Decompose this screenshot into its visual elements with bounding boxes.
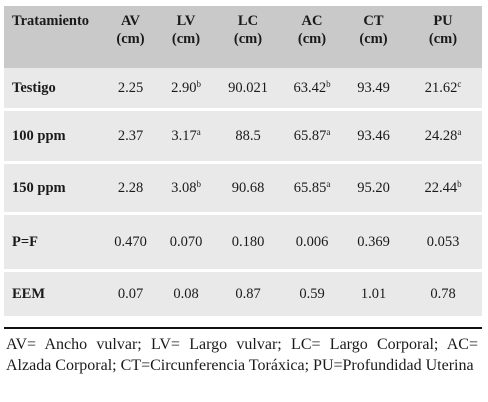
table-cell: 0.87 (215, 272, 281, 316)
footnote-divider (4, 327, 482, 329)
row-separator-cell (4, 161, 482, 164)
row-label: EEM (4, 272, 104, 316)
significance-letter: b (196, 179, 201, 189)
table-cell: 24.28a (404, 111, 482, 161)
table-row: P=F 0.470 0.070 0.180 0.006 0.369 0.053 (4, 215, 482, 269)
header-pu: PU (cm) (404, 6, 482, 68)
footnote-text: AV= Ancho vulvar; LV= Largo vulvar; LC= … (6, 336, 478, 374)
significance-letter: b (326, 79, 331, 89)
cell-value: 0.07 (117, 285, 144, 302)
table-row: 100 ppm 2.37 3.17a 88.5 65.87a 93.46 24.28a (4, 111, 482, 161)
cell-value: 0.87 (235, 285, 261, 302)
table-cell: 0.070 (157, 215, 215, 269)
significance-letter: a (196, 127, 201, 137)
header-lc: LC (cm) (215, 6, 281, 68)
cell-value: 0.470 (114, 233, 147, 250)
table-cell: 0.369 (343, 215, 404, 269)
cell-value: 93.46 (357, 127, 390, 144)
header-av: AV (cm) (104, 6, 157, 68)
results-table-container: Tratamiento AV (cm) LV (cm) LC (cm) AC (cm) … (4, 6, 484, 316)
cell-value: 21.62 (424, 80, 458, 96)
cell-value: 0.08 (173, 285, 199, 302)
table-header-row: Tratamiento AV (cm) LV (cm) LC (cm) AC (cm) … (4, 6, 482, 68)
table-cell: 63.42b (281, 68, 343, 108)
cell-value: 2.25 (117, 79, 144, 96)
row-label: Testigo (4, 68, 104, 108)
table-cell: 65.87a (281, 111, 343, 161)
cell-value: 3.17 (171, 128, 197, 144)
significance-letter: a (326, 179, 331, 189)
table-cell: 93.49 (343, 68, 404, 108)
row-label: 150 ppm (4, 164, 104, 212)
table-row: EEM 0.07 0.08 0.87 0.59 1.01 0.78 (4, 272, 482, 316)
cell-value: 95.20 (357, 179, 390, 196)
cell-value: 1.01 (360, 285, 387, 302)
header-lv: LV (cm) (157, 6, 215, 68)
table-cell: 2.37 (104, 111, 157, 161)
cell-value: 2.37 (117, 127, 144, 144)
table-cell: 3.08b (157, 164, 215, 212)
table-cell: 0.180 (215, 215, 281, 269)
cell-value: 88.5 (235, 127, 261, 144)
cell-value: 0.78 (430, 285, 456, 302)
table-row: Testigo 2.25 2.90b 90.021 63.42b 93.49 21.62c (4, 68, 482, 108)
row-separator-cell (4, 212, 482, 215)
table-cell: 2.25 (104, 68, 157, 108)
table-cell: 0.07 (104, 272, 157, 316)
row-label: 100 ppm (4, 111, 104, 161)
row-separator-cell (4, 269, 482, 272)
cell-value: 22.44 (424, 180, 458, 196)
row-separator-cell (4, 108, 482, 111)
row-separator (4, 108, 482, 111)
header-tratamiento: Tratamiento (4, 6, 104, 68)
cell-value: 65.85 (293, 180, 327, 196)
cell-value: 63.42 (293, 80, 327, 96)
table-cell: 88.5 (215, 111, 281, 161)
table-cell: 95.20 (343, 164, 404, 212)
cell-value: 24.28 (424, 128, 458, 144)
cell-value: 3.08 (171, 180, 197, 196)
cell-value: 0.59 (299, 285, 325, 302)
significance-letter: b (196, 79, 201, 89)
table-cell: 0.08 (157, 272, 215, 316)
table-row: 150 ppm 2.28 3.08b 90.68 65.85a 95.20 22.44b (4, 164, 482, 212)
cell-value: 0.006 (295, 233, 329, 250)
cell-value: 90.68 (231, 179, 265, 196)
significance-letter: b (457, 179, 462, 189)
cell-value: 0.369 (357, 233, 390, 250)
cell-value: 90.021 (228, 79, 268, 96)
cell-value: 65.87 (293, 128, 327, 144)
table-cell: 0.006 (281, 215, 343, 269)
table-cell: 22.44b (404, 164, 482, 212)
table-cell: 90.68 (215, 164, 281, 212)
table-cell: 0.470 (104, 215, 157, 269)
table-cell: 90.021 (215, 68, 281, 108)
header-ct: CT (cm) (343, 6, 404, 68)
table-cell: 2.28 (104, 164, 157, 212)
significance-letter: c (457, 79, 462, 89)
cell-value: 93.49 (357, 79, 390, 96)
cell-value: 0.053 (426, 233, 460, 250)
significance-letter: a (457, 127, 462, 137)
row-separator (4, 212, 482, 215)
cell-value: 2.90 (171, 80, 197, 96)
header-ac: AC (cm) (281, 6, 343, 68)
table-cell: 21.62c (404, 68, 482, 108)
row-label: P=F (4, 215, 104, 269)
table-cell: 93.46 (343, 111, 404, 161)
row-separator (4, 161, 482, 164)
table-cell: 0.78 (404, 272, 482, 316)
table-cell: 0.59 (281, 272, 343, 316)
table-cell: 2.90b (157, 68, 215, 108)
significance-letter: a (326, 127, 331, 137)
table-cell: 3.17a (157, 111, 215, 161)
cell-value: 0.070 (169, 233, 203, 250)
table-cell: 1.01 (343, 272, 404, 316)
results-table: Tratamiento AV (cm) LV (cm) LC (cm) AC (cm) … (4, 6, 482, 316)
cell-value: 2.28 (117, 179, 144, 196)
table-cell: 0.053 (404, 215, 482, 269)
table-cell: 65.85a (281, 164, 343, 212)
row-separator (4, 269, 482, 272)
cell-value: 0.180 (231, 233, 265, 250)
